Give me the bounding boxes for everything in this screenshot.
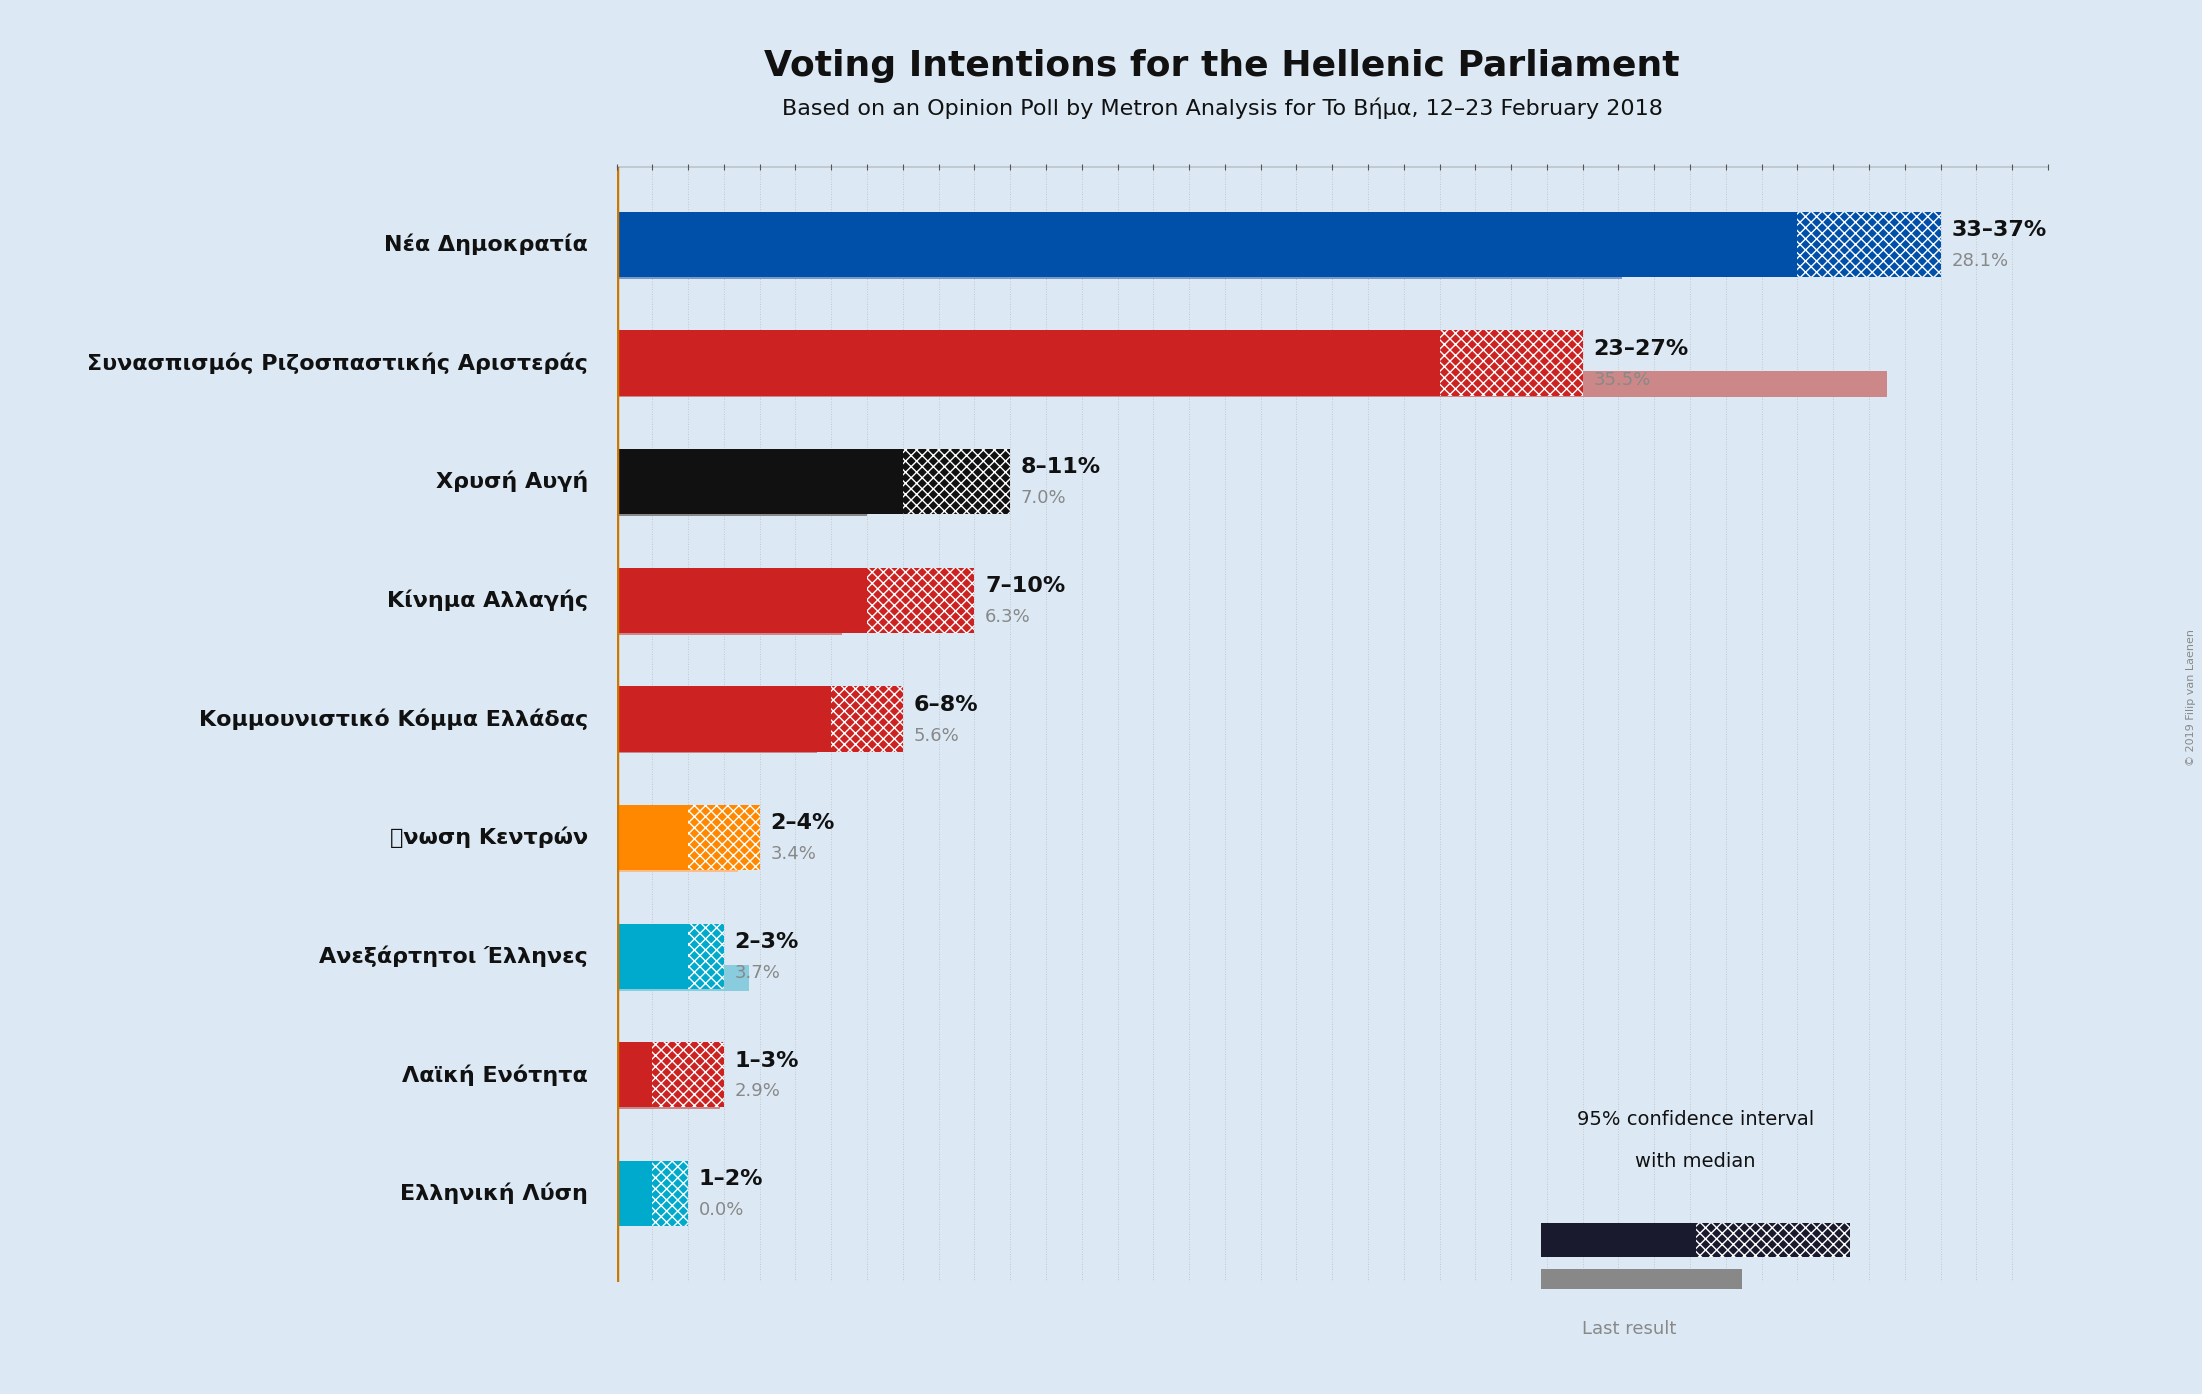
- Text: 7.0%: 7.0%: [1022, 489, 1066, 507]
- Bar: [617, 965, 749, 991]
- Bar: [617, 804, 689, 870]
- Bar: [617, 330, 1440, 396]
- Text: 7–10%: 7–10%: [984, 576, 1066, 597]
- Text: © 2019 Filip van Laenen: © 2019 Filip van Laenen: [2187, 629, 2195, 765]
- Bar: [1696, 1223, 1850, 1257]
- Bar: [652, 1043, 724, 1107]
- Bar: [1797, 212, 1940, 277]
- Bar: [617, 371, 1887, 397]
- Text: Based on an Opinion Poll by Metron Analysis for To Βήμα, 12–23 February 2018: Based on an Opinion Poll by Metron Analy…: [782, 98, 1663, 118]
- Text: 3.7%: 3.7%: [735, 963, 780, 981]
- Text: Χρυσή Αυγή: Χρυσή Αυγή: [436, 471, 588, 492]
- Text: Ανεξάρτητοι Έλληνες: Ανεξάρτητοι Έλληνες: [319, 945, 588, 967]
- Text: ΍νωση Κεντρών: ΍νωση Κεντρών: [390, 827, 588, 849]
- Bar: [868, 567, 975, 633]
- Bar: [617, 686, 832, 751]
- Bar: [617, 567, 868, 633]
- Bar: [903, 449, 1011, 514]
- Bar: [617, 846, 738, 873]
- Bar: [617, 212, 1797, 277]
- Bar: [1541, 1269, 1742, 1288]
- Text: 8–11%: 8–11%: [1022, 457, 1101, 477]
- Bar: [689, 924, 724, 988]
- Text: 28.1%: 28.1%: [1951, 252, 2008, 270]
- Text: 5.6%: 5.6%: [914, 726, 960, 744]
- Bar: [617, 609, 841, 634]
- Text: 95% confidence interval: 95% confidence interval: [1577, 1110, 1814, 1129]
- Text: 33–37%: 33–37%: [1951, 220, 2046, 240]
- Text: Last result: Last result: [1583, 1320, 1676, 1338]
- Text: Κομμουνιστικό Κόμμα Ελλάδας: Κομμουνιστικό Κόμμα Ελλάδας: [198, 708, 588, 729]
- Text: 2–3%: 2–3%: [735, 933, 799, 952]
- Bar: [617, 1161, 652, 1227]
- Bar: [652, 1161, 689, 1227]
- Text: 6.3%: 6.3%: [984, 608, 1031, 626]
- Bar: [617, 1083, 720, 1110]
- Text: Νέα Δημοκρατία: Νέα Δημοκρατία: [383, 234, 588, 255]
- Bar: [617, 924, 689, 988]
- Text: 3.4%: 3.4%: [771, 845, 817, 863]
- Bar: [1440, 330, 1583, 396]
- Text: 2.9%: 2.9%: [735, 1083, 780, 1100]
- Text: 1–2%: 1–2%: [698, 1170, 764, 1189]
- Bar: [617, 1043, 652, 1107]
- Text: Κίνημα Αλλαγής: Κίνημα Αλλαγής: [388, 590, 588, 611]
- Bar: [832, 686, 903, 751]
- Text: Λαϊκή Ενότητα: Λαϊκή Ενότητα: [403, 1064, 588, 1086]
- Bar: [617, 252, 1623, 279]
- Text: 6–8%: 6–8%: [914, 694, 978, 715]
- Text: 0.0%: 0.0%: [698, 1202, 744, 1220]
- Bar: [689, 804, 760, 870]
- Text: 23–27%: 23–27%: [1594, 339, 1689, 358]
- Text: 1–3%: 1–3%: [735, 1051, 799, 1071]
- Text: Voting Intentions for the Hellenic Parliament: Voting Intentions for the Hellenic Parli…: [764, 49, 1680, 82]
- Bar: [1541, 1223, 1696, 1257]
- Text: 35.5%: 35.5%: [1594, 371, 1652, 389]
- Bar: [617, 449, 903, 514]
- Text: 2–4%: 2–4%: [771, 813, 835, 834]
- Text: Ελληνική Λύση: Ελληνική Λύση: [401, 1182, 588, 1204]
- Bar: [617, 489, 868, 516]
- Text: with median: with median: [1636, 1151, 1755, 1171]
- Bar: [617, 728, 817, 753]
- Text: Συνασπισμός Ριζοσπαστικής Αριστεράς: Συνασπισμός Ριζοσπαστικής Αριστεράς: [88, 353, 588, 374]
